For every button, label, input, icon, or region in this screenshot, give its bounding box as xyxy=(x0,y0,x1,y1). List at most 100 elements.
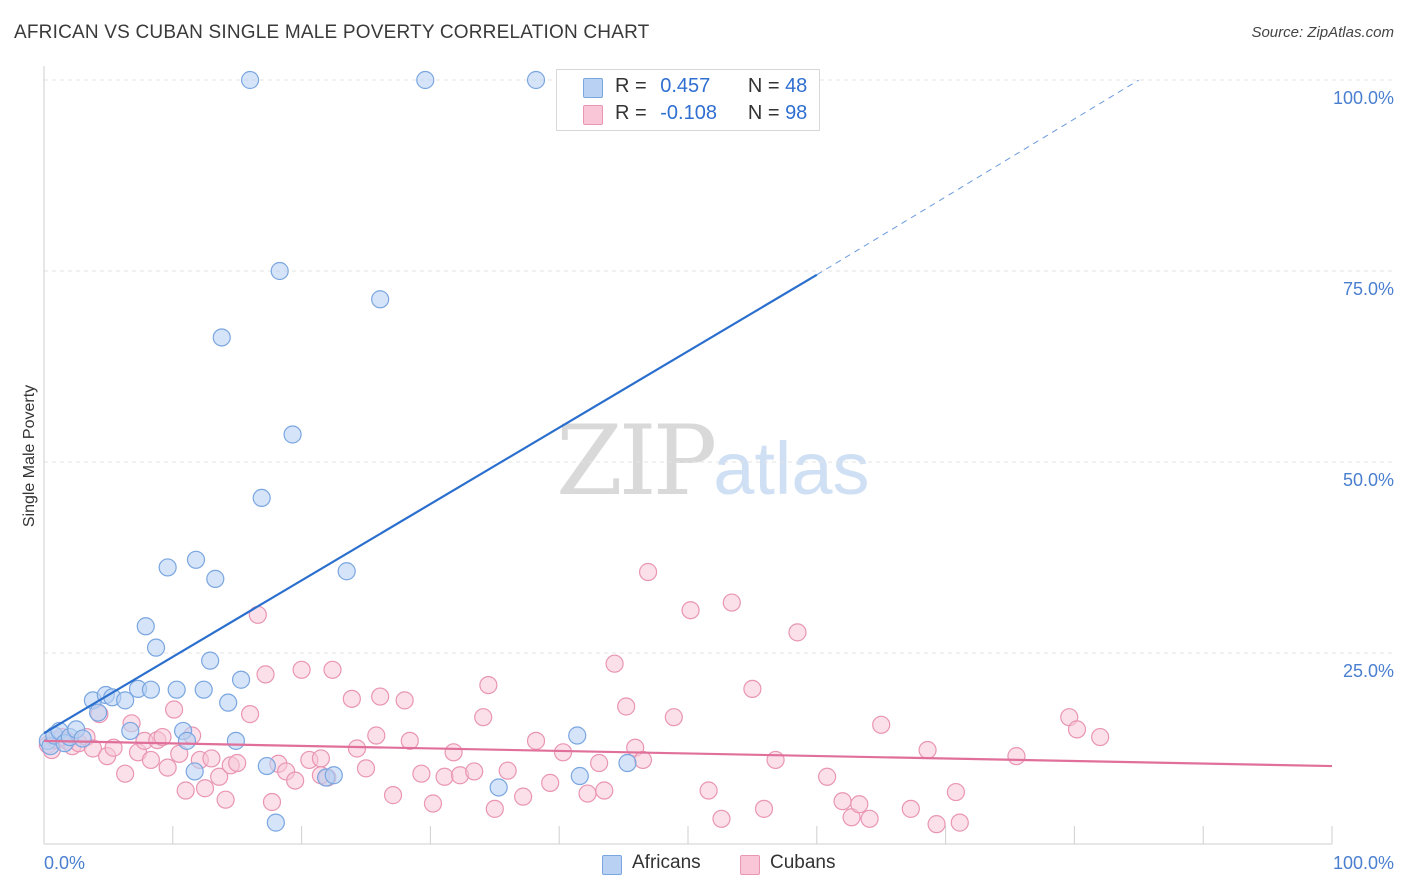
africans-n-label: N = xyxy=(747,75,780,97)
y-axis-label: Single Male Poverty xyxy=(21,385,38,527)
africans-legend-swatch xyxy=(602,855,622,875)
africans-point-42 xyxy=(618,753,637,773)
africans-point-30 xyxy=(240,70,260,90)
cubans-point-61 xyxy=(514,787,533,806)
cubans-point-77 xyxy=(722,593,741,612)
africans-point-33 xyxy=(270,261,289,281)
cubans-point-58 xyxy=(479,675,498,695)
africans-point-29 xyxy=(231,670,251,689)
x-tick-label-max: 100.0% xyxy=(1333,853,1394,873)
africans-n-value: 48 xyxy=(785,75,808,97)
africans-point-7 xyxy=(73,729,92,748)
africans-point-18 xyxy=(167,680,186,699)
cubans-point-72 xyxy=(638,562,658,582)
cubans-point-11 xyxy=(104,738,123,757)
africans-point-17 xyxy=(121,721,140,741)
africans-point-15 xyxy=(136,617,155,636)
cubans-point-69 xyxy=(617,697,636,716)
tick-labels: 25.0% 50.0% 75.0% 100.0% 0.0% 100.0% xyxy=(44,88,1394,873)
trend-lines xyxy=(43,79,1333,768)
cubans-point-34 xyxy=(262,792,282,812)
africans-point-39 xyxy=(489,778,508,797)
africans-trend-extension xyxy=(816,79,1140,276)
cubans-point-42 xyxy=(323,660,342,679)
cubans-r-label: R = xyxy=(615,102,647,124)
cubans-point-27 xyxy=(210,767,229,786)
africans-point-46 xyxy=(185,762,204,781)
africans-point-14 xyxy=(141,680,161,699)
cubans-swatch xyxy=(583,105,603,125)
watermark: ZIPatlas xyxy=(556,405,870,517)
cubans-point-53 xyxy=(435,767,454,786)
cubans-point-96 xyxy=(1091,727,1110,747)
cubans-point-95 xyxy=(1067,720,1087,739)
africans-point-45 xyxy=(324,766,343,785)
africans-point-21 xyxy=(177,731,197,750)
cubans-point-78 xyxy=(743,679,762,699)
cubans-points xyxy=(38,562,1110,834)
cubans-point-19 xyxy=(158,758,177,777)
cubans-point-71 xyxy=(633,750,653,770)
africans-point-12 xyxy=(116,691,135,710)
cubans-point-86 xyxy=(860,809,879,828)
africans-point-28 xyxy=(226,731,246,750)
africans-point-47 xyxy=(266,813,285,832)
africans-point-22 xyxy=(186,550,206,569)
cubans-point-60 xyxy=(498,761,517,780)
source-credit: Source: ZipAtlas.com xyxy=(1251,24,1394,41)
cubans-point-16 xyxy=(141,750,161,770)
cubans-point-93 xyxy=(1007,747,1026,766)
cubans-point-38 xyxy=(292,660,311,679)
cubans-point-88 xyxy=(901,799,920,818)
africans-r-label: R = xyxy=(615,75,647,97)
cubans-point-54 xyxy=(444,743,463,762)
cubans-point-22 xyxy=(176,781,195,800)
cubans-n-label: N = xyxy=(747,102,780,124)
cubans-point-28 xyxy=(216,790,235,809)
y-tick-label-1: 50.0% xyxy=(1343,470,1394,490)
cubans-point-47 xyxy=(371,687,390,706)
cubans-point-89 xyxy=(918,740,937,760)
cubans-point-59 xyxy=(485,799,504,818)
x-tick-label-min: 0.0% xyxy=(44,853,85,873)
cubans-point-30 xyxy=(228,753,247,773)
africans-point-36 xyxy=(337,562,356,581)
cubans-point-76 xyxy=(712,809,731,828)
cubans-legend-swatch xyxy=(740,855,760,875)
africans-point-40 xyxy=(526,70,546,90)
series-legend: Africans Cubans xyxy=(0,852,1406,878)
axes xyxy=(43,66,1333,845)
cubans-point-12 xyxy=(116,764,135,783)
cubans-point-83 xyxy=(833,792,852,811)
y-tick-label-2: 75.0% xyxy=(1343,279,1394,299)
watermark-zip: ZIP xyxy=(556,405,717,517)
africans-point-27 xyxy=(219,693,238,712)
correlation-legend: R = 0.457 N = 48 R = -0.108 N = 98 xyxy=(556,69,820,131)
cubans-point-57 xyxy=(474,708,493,727)
cubans-point-87 xyxy=(872,715,891,734)
cubans-point-85 xyxy=(850,795,869,814)
cubans-point-65 xyxy=(578,784,597,803)
cubans-point-64 xyxy=(553,743,573,762)
cubans-point-82 xyxy=(818,767,837,786)
cubans-point-52 xyxy=(423,794,443,813)
africans-point-9 xyxy=(88,703,108,722)
cubans-point-75 xyxy=(699,781,718,800)
africans-point-37 xyxy=(371,290,390,309)
cubans-point-74 xyxy=(681,601,700,620)
cubans-point-45 xyxy=(356,759,376,778)
africans-point-38 xyxy=(416,70,435,90)
cubans-r-value: -0.108 xyxy=(660,102,717,124)
cubans-point-31 xyxy=(240,705,260,724)
cubans-point-43 xyxy=(342,689,361,708)
cubans-point-46 xyxy=(367,726,386,745)
africans-point-26 xyxy=(212,328,231,347)
cubans-point-56 xyxy=(465,762,484,781)
cubans-point-25 xyxy=(195,779,215,798)
y-tick-label-3: 100.0% xyxy=(1333,88,1394,108)
africans-point-32 xyxy=(257,756,276,776)
cubans-point-91 xyxy=(946,782,966,802)
cubans-point-48 xyxy=(383,786,403,805)
africans-point-16 xyxy=(146,638,166,657)
